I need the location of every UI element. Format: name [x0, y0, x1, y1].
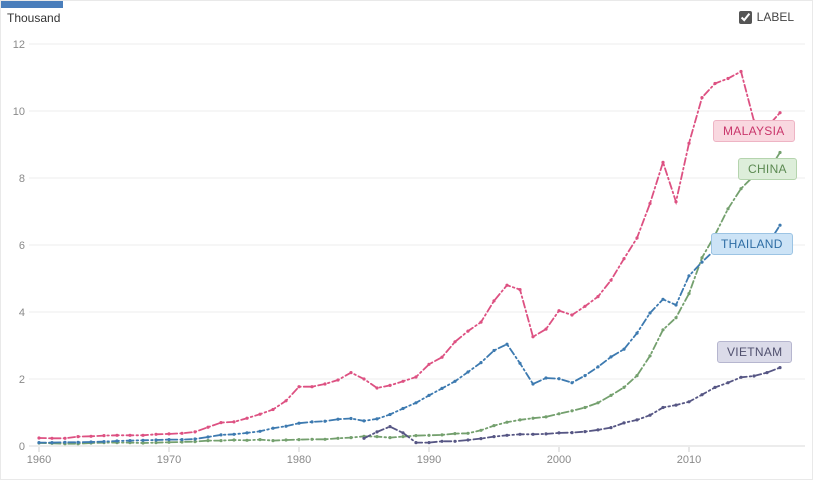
svg-text:4: 4	[19, 307, 25, 319]
svg-text:1970: 1970	[157, 454, 181, 466]
svg-text:0: 0	[19, 441, 25, 453]
series-label-china[interactable]: CHINA	[738, 158, 797, 180]
svg-text:2000: 2000	[547, 454, 571, 466]
svg-text:10: 10	[13, 106, 25, 118]
svg-text:1990: 1990	[417, 454, 441, 466]
top-accent-bar	[1, 1, 63, 8]
svg-text:1960: 1960	[27, 454, 51, 466]
svg-text:12: 12	[13, 39, 25, 51]
series-label-thailand[interactable]: THAILAND	[711, 233, 793, 255]
axis-unit-label: Thousand	[7, 11, 61, 25]
series-label-malaysia[interactable]: MALAYSIA	[713, 120, 795, 142]
svg-text:1980: 1980	[287, 454, 311, 466]
svg-text:2: 2	[19, 374, 25, 386]
label-checkbox[interactable]	[738, 10, 752, 24]
label-toggle[interactable]: LABEL	[738, 10, 794, 24]
svg-text:2010: 2010	[677, 454, 701, 466]
series-label-vietnam[interactable]: VIETNAM	[717, 341, 793, 363]
svg-text:8: 8	[19, 173, 25, 185]
svg-text:6: 6	[19, 240, 25, 252]
label-checkbox-text: LABEL	[756, 10, 794, 24]
